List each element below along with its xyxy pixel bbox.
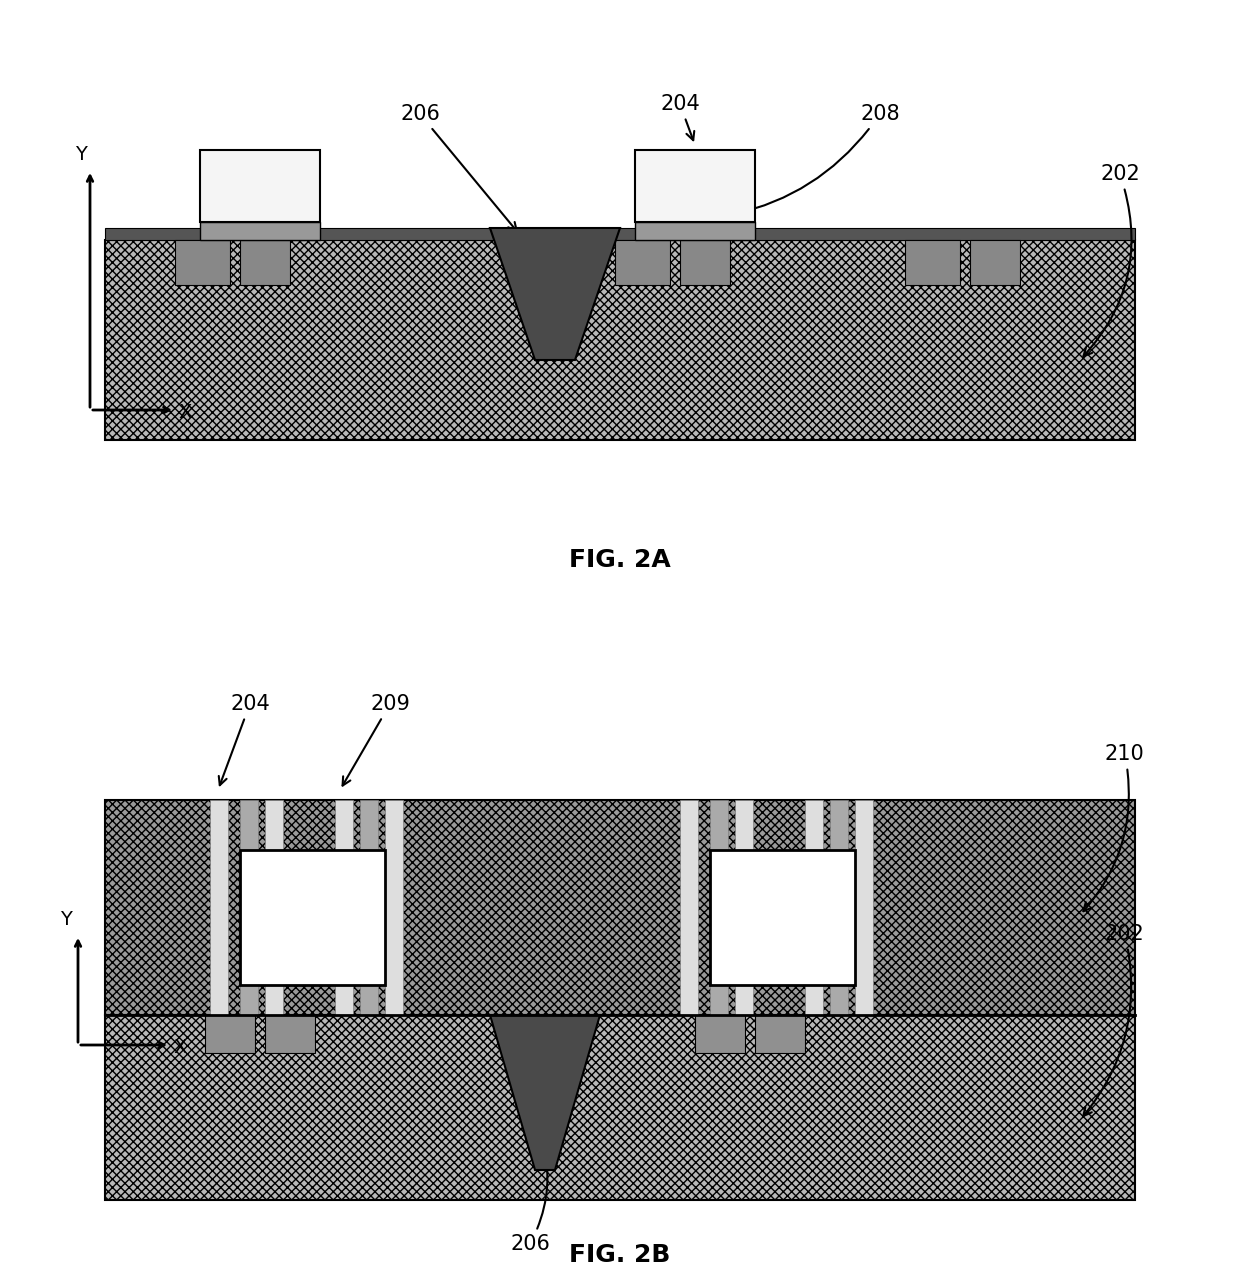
Bar [680,800,698,1015]
Bar [205,1015,255,1053]
Polygon shape [490,228,620,360]
Text: 202: 202 [1084,924,1145,1116]
Bar [360,800,378,1015]
Bar [905,241,960,285]
Text: FIG. 2A: FIG. 2A [569,548,671,572]
Bar [711,800,728,1015]
Text: 204: 204 [218,694,270,785]
Text: X: X [179,403,191,422]
Bar [830,800,848,1015]
Bar [635,221,755,241]
Text: 202: 202 [1084,164,1140,356]
Bar [241,850,384,986]
Text: Y: Y [60,910,72,929]
Bar [970,241,1021,285]
Bar [241,241,290,285]
Bar [105,800,1135,1015]
Text: 206: 206 [401,104,517,232]
Bar [200,221,320,241]
Bar [210,800,228,1015]
Text: 210: 210 [1084,744,1145,911]
Bar [105,241,1135,440]
Text: X: X [174,1038,186,1057]
Bar [200,150,320,221]
Bar [711,850,856,986]
Bar [680,241,730,285]
Bar [384,800,403,1015]
Bar [615,241,670,285]
Text: 209: 209 [342,694,410,786]
Bar [635,150,755,221]
Polygon shape [490,1015,600,1170]
Bar [105,1015,1135,1201]
Text: Y: Y [74,145,87,164]
Text: 206: 206 [510,1144,549,1254]
Text: 204: 204 [660,93,699,141]
Bar [335,800,353,1015]
Text: 208: 208 [735,104,900,216]
Bar [856,800,873,1015]
Bar [265,800,283,1015]
Bar [735,800,753,1015]
Bar [241,800,258,1015]
Bar [805,800,823,1015]
Bar [105,228,1135,241]
Bar [175,241,229,285]
Text: FIG. 2B: FIG. 2B [569,1243,671,1267]
Bar [694,1015,745,1053]
Bar [265,1015,315,1053]
Bar [755,1015,805,1053]
